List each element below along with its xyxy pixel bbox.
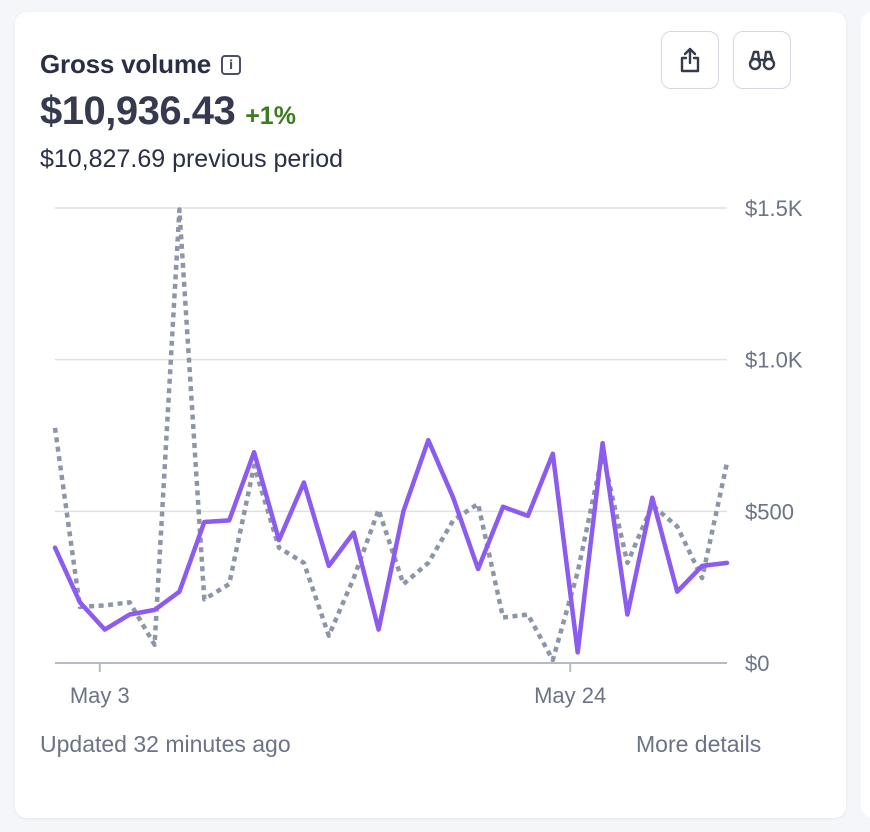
binoculars-icon [748,50,776,71]
share-button[interactable] [661,31,719,89]
gross-volume-value: $10,936.43 [40,89,236,133]
info-icon[interactable]: i [221,54,241,75]
y-tick-label: $500 [745,499,794,524]
chart-grid [55,207,727,513]
y-tick-label: $1.5K [745,196,803,221]
card-title: Gross volume [40,49,211,79]
card-header: Gross volume i [40,49,241,80]
change-percent: +1% [245,102,296,130]
chart-series [52,207,730,663]
x-tick-label: May 24 [534,683,606,708]
chart-axes: $0 $500 $1.0K $1.5K May 3 May 24 [55,196,803,708]
series-line-current [52,437,730,655]
y-tick-label: $1.0K [745,348,803,373]
series-line-previous [52,207,730,663]
adjacent-card-edge [861,12,870,818]
explore-button[interactable] [733,31,791,89]
share-icon [680,47,700,73]
metric-row: $10,936.43 +1% [40,89,296,134]
gross-volume-card [15,12,846,818]
x-tick-label: May 3 [70,683,130,708]
y-tick-label: $0 [745,651,769,676]
updated-timestamp: Updated 32 minutes ago [40,731,291,757]
previous-period-value: $10,827.69 previous period [40,145,344,173]
more-details-link[interactable]: More details [636,731,762,757]
